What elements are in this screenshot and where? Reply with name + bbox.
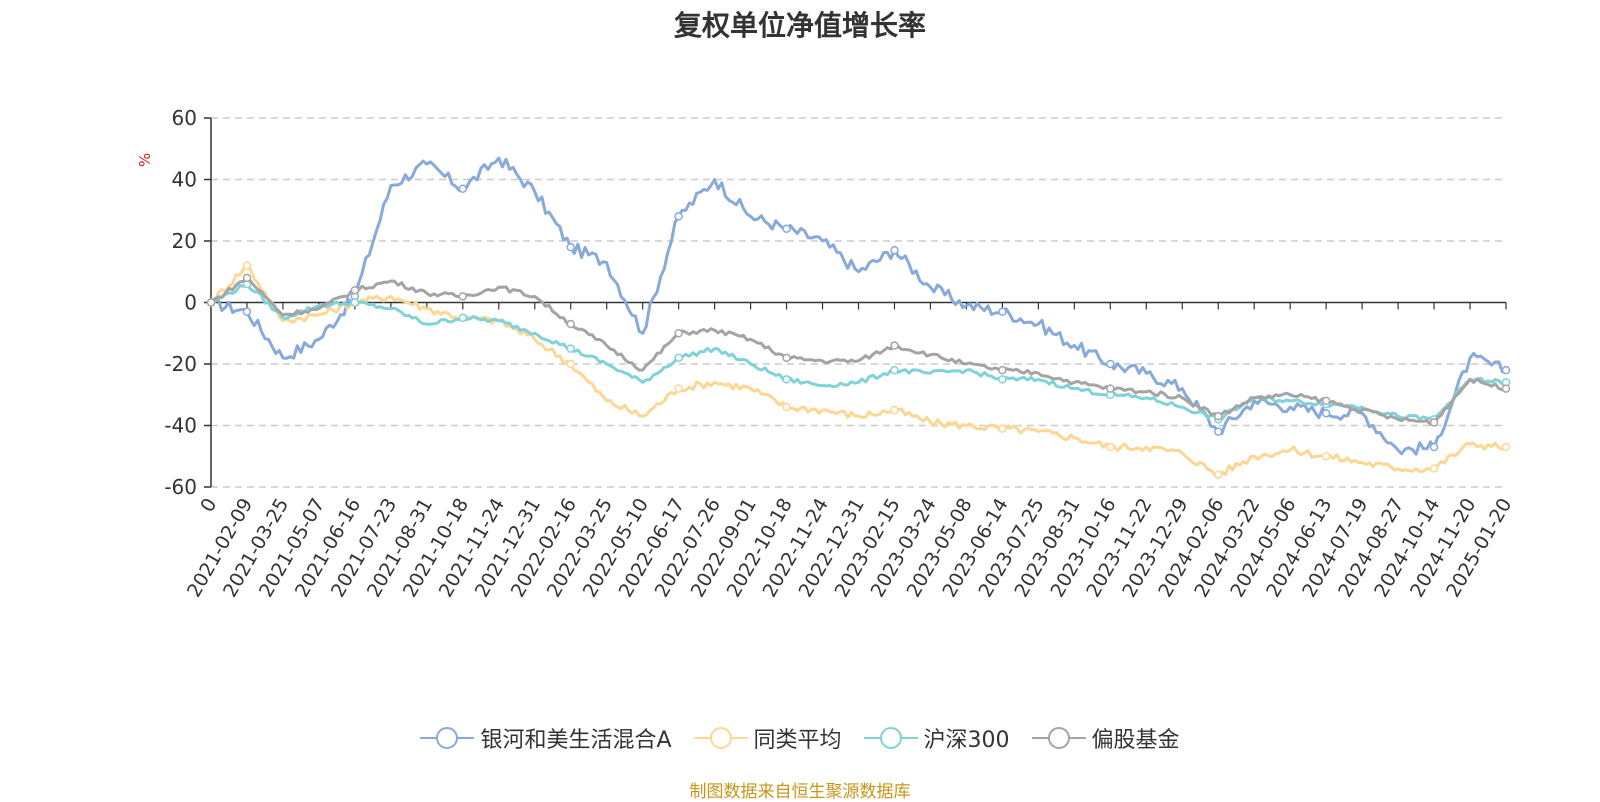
data-point bbox=[242, 307, 252, 316]
data-point bbox=[782, 402, 791, 412]
data-point bbox=[1501, 365, 1511, 375]
data-point bbox=[782, 353, 791, 363]
legend-item[interactable]: 沪深300 bbox=[863, 722, 1010, 754]
data-point bbox=[782, 224, 791, 233]
data-point bbox=[890, 341, 899, 350]
legend-label: 同类平均 bbox=[753, 728, 842, 753]
legend-swatch-icon bbox=[863, 727, 918, 749]
legend: 银河和美生活混合A 同类平均 沪深300 偏股基金 bbox=[0, 722, 1600, 754]
y-tick-label: -20 bbox=[164, 352, 197, 376]
legend-label: 沪深300 bbox=[923, 728, 1010, 753]
y-tick-label: 20 bbox=[172, 229, 197, 253]
legend-label: 银河和美生活混合A bbox=[480, 728, 672, 753]
data-point bbox=[1429, 464, 1439, 473]
legend-item[interactable]: 偏股基金 bbox=[1031, 722, 1180, 754]
data-point bbox=[242, 273, 252, 283]
data-point bbox=[1501, 442, 1511, 452]
legend-label: 偏股基金 bbox=[1091, 728, 1180, 753]
legend-swatch-icon bbox=[420, 727, 475, 749]
source-note: 制图数据来自恒生聚源数据库 bbox=[689, 782, 911, 802]
series-line bbox=[210, 276, 1507, 426]
data-point bbox=[242, 261, 252, 270]
data-point bbox=[998, 375, 1007, 384]
data-point bbox=[1321, 396, 1331, 406]
data-point bbox=[1501, 384, 1511, 393]
data-point bbox=[1213, 470, 1223, 479]
data-point bbox=[1213, 412, 1223, 421]
data-point bbox=[890, 365, 899, 375]
axes bbox=[204, 117, 1507, 488]
data-point bbox=[998, 424, 1007, 433]
y-tick-label: 0 bbox=[184, 291, 197, 315]
tick-labels: 6040200-20-40-60%02021-02-092021-03-2520… bbox=[136, 106, 1516, 601]
data-point bbox=[566, 359, 575, 369]
series-line bbox=[209, 156, 1507, 456]
data-point bbox=[674, 212, 683, 221]
data-point bbox=[566, 319, 575, 329]
legend-swatch-icon bbox=[693, 727, 748, 749]
data-point bbox=[998, 307, 1007, 316]
data-point bbox=[458, 184, 468, 193]
chart-title: 复权单位净值增长率 bbox=[673, 9, 926, 42]
data-point bbox=[1429, 442, 1439, 452]
data-point bbox=[674, 329, 683, 338]
data-point bbox=[566, 242, 575, 252]
data-point bbox=[1106, 442, 1115, 452]
legend-swatch-icon bbox=[1031, 727, 1086, 749]
data-point bbox=[206, 298, 216, 307]
data-point bbox=[458, 292, 468, 301]
data-point bbox=[890, 405, 899, 415]
data-point bbox=[566, 344, 575, 353]
data-point bbox=[1429, 418, 1439, 427]
data-point bbox=[1106, 384, 1115, 393]
data-point bbox=[782, 375, 791, 384]
y-tick-label: -40 bbox=[164, 414, 197, 438]
series-line bbox=[210, 264, 1507, 477]
data-point bbox=[1321, 408, 1331, 418]
data-point bbox=[674, 353, 683, 363]
series-line bbox=[210, 282, 1507, 421]
y-tick-label: 60 bbox=[172, 106, 197, 130]
data-point bbox=[350, 298, 360, 307]
y-axis-unit: % bbox=[136, 153, 154, 167]
legend-item[interactable]: 银河和美生活混合A bbox=[420, 722, 672, 754]
y-tick-label: -60 bbox=[164, 475, 197, 499]
data-point bbox=[1213, 427, 1223, 436]
x-tick-label: 0 bbox=[196, 495, 221, 516]
series-lines bbox=[206, 156, 1511, 479]
y-tick-label: 40 bbox=[172, 168, 197, 192]
data-point bbox=[674, 384, 683, 393]
data-point bbox=[1106, 359, 1115, 369]
line-chart: 6040200-20-40-60%02021-02-092021-03-2520… bbox=[136, 106, 1516, 601]
data-point bbox=[890, 245, 899, 255]
legend-item[interactable]: 同类平均 bbox=[693, 722, 842, 754]
data-point bbox=[1321, 452, 1331, 461]
data-point bbox=[350, 285, 360, 295]
data-point bbox=[458, 313, 468, 323]
data-point bbox=[998, 365, 1007, 375]
